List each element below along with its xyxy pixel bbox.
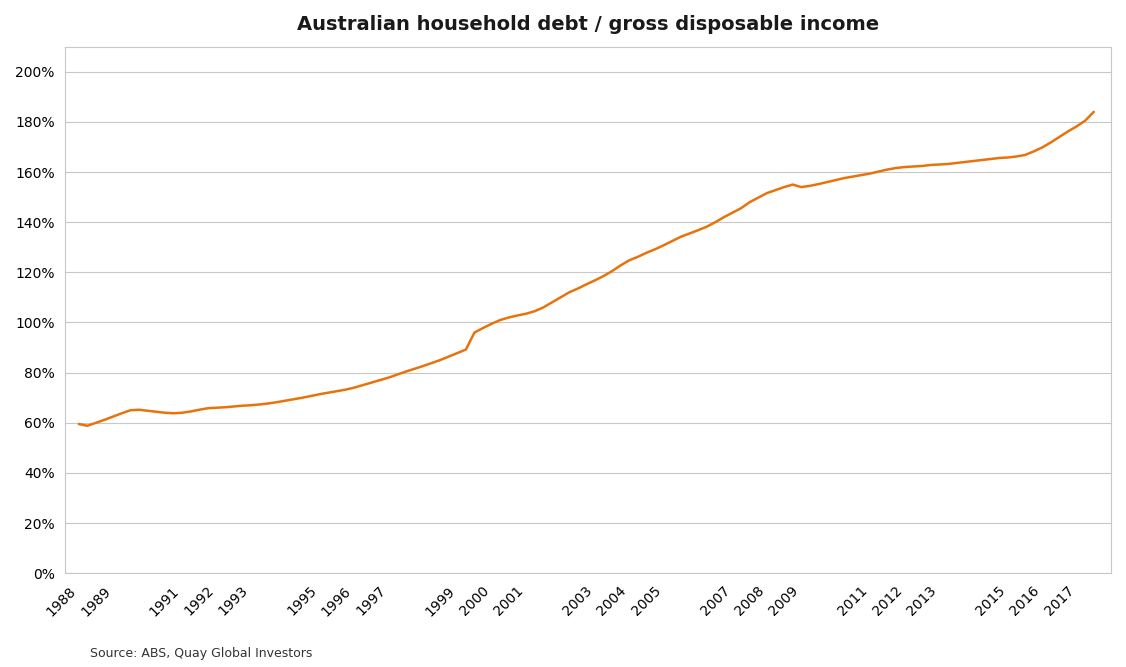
Text: Source: ABS, Quay Global Investors: Source: ABS, Quay Global Investors	[90, 648, 312, 660]
Title: Australian household debt / gross disposable income: Australian household debt / gross dispos…	[297, 15, 879, 34]
